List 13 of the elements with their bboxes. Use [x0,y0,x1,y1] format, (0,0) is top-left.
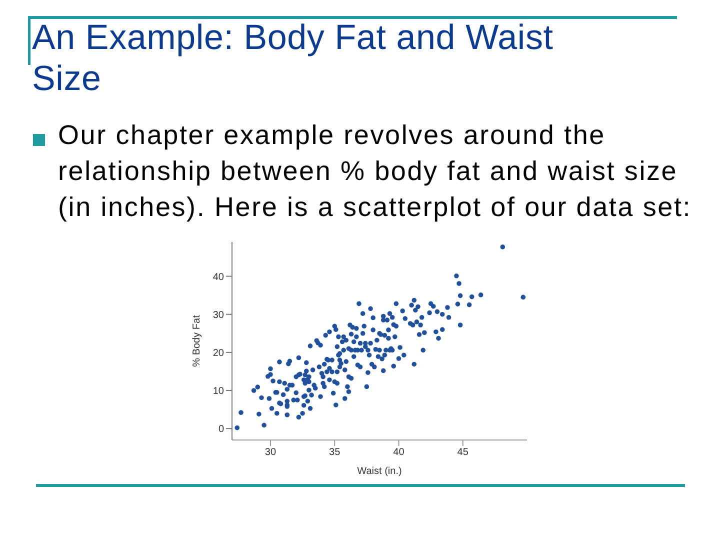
y-tick-label: 20 [212,348,224,359]
y-axis-title: % Body Fat [192,314,203,367]
y-tick-label: 0 [218,424,224,436]
x-tick-label: 45 [457,447,469,458]
x-tick-label: 35 [329,447,341,458]
y-tick-label: 10 [212,386,224,398]
y-tick-label: 30 [212,310,224,321]
y-tick-label: 40 [212,272,224,283]
x-axis-title: Waist (in.) [357,466,402,477]
text: Our chapter example revolves around the relationship between % body fat and waist size (in inches). Here is a scatterplot of our data set: [58,119,693,224]
chart-title: An Example: Body Fat and Waist Size [32,17,554,99]
x-tick-label: 30 [264,447,276,458]
x-tick-label: 40 [393,447,405,458]
